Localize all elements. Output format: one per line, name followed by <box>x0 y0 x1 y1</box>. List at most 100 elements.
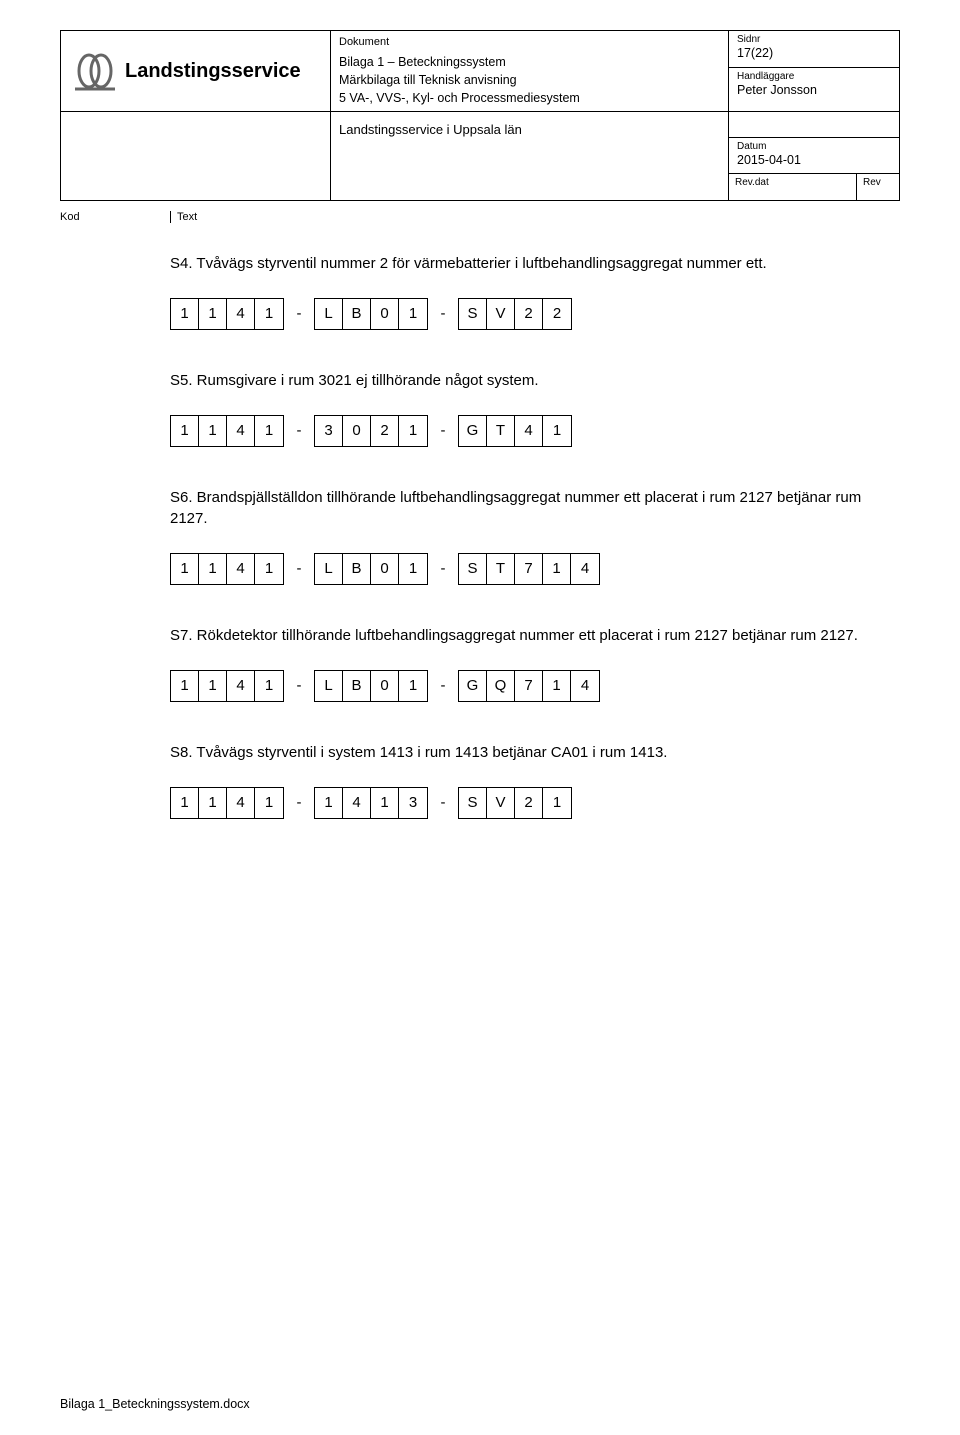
sidnr-cell: Sidnr 17(22) <box>729 31 899 68</box>
code-group: GQ714 <box>458 670 600 702</box>
code-cell: 1 <box>199 671 227 701</box>
code-group: LB01 <box>314 298 428 330</box>
handlaggare-label: Handläggare <box>737 71 891 82</box>
code-cell: B <box>343 671 371 701</box>
code-cell: 2 <box>515 299 543 329</box>
sidnr-value: 17(22) <box>737 45 891 61</box>
code-cell: S <box>459 299 487 329</box>
code-cell: 7 <box>515 554 543 584</box>
kod-text-row: Kod Text <box>60 211 900 223</box>
code-cell: 1 <box>199 416 227 446</box>
code-cell: 1 <box>543 554 571 584</box>
datum-value: 2015-04-01 <box>737 152 891 168</box>
landsting-cell: Landstingsservice i Uppsala län <box>331 112 729 199</box>
code-cell: 4 <box>227 299 255 329</box>
code-cell: 1 <box>171 416 199 446</box>
revdat-cell: Rev.dat <box>729 174 857 200</box>
code-cell: 0 <box>371 671 399 701</box>
code-row: 1141-1413-SV21 <box>170 787 880 819</box>
code-group: 1141 <box>170 415 284 447</box>
code-cell: 0 <box>371 299 399 329</box>
code-row: 1141-3021-GT41 <box>170 415 880 447</box>
code-cell: L <box>315 299 343 329</box>
section: S8. Tvåvägs styrventil i system 1413 i r… <box>170 742 880 819</box>
code-separator: - <box>428 787 458 819</box>
section-text: S7. Rökdetektor tillhörande luftbehandli… <box>170 625 880 646</box>
footer-filename: Bilaga 1_Beteckningssystem.docx <box>60 1397 250 1411</box>
dokument-cell: Dokument Bilaga 1 – Beteckningssystem Mä… <box>331 31 729 111</box>
code-cell: 1 <box>171 554 199 584</box>
rev-cell: Rev <box>857 174 899 200</box>
code-separator: - <box>284 553 314 585</box>
code-cell: Q <box>487 671 515 701</box>
code-group: GT41 <box>458 415 572 447</box>
code-cell: 2 <box>543 299 571 329</box>
landstingsservice-logo-icon <box>71 47 119 95</box>
code-separator: - <box>284 787 314 819</box>
dokument-label: Dokument <box>339 35 720 51</box>
code-cell: 1 <box>255 788 283 818</box>
code-cell: 1 <box>399 671 427 701</box>
handlaggare-cell: Handläggare Peter Jonsson <box>729 68 899 104</box>
code-group: LB01 <box>314 553 428 585</box>
code-cell: V <box>487 788 515 818</box>
code-cell: L <box>315 554 343 584</box>
code-cell: L <box>315 671 343 701</box>
code-cell: 1 <box>399 299 427 329</box>
header-spacer <box>61 112 331 199</box>
code-cell: 1 <box>199 788 227 818</box>
code-cell: 1 <box>171 788 199 818</box>
code-cell: 1 <box>199 299 227 329</box>
code-cell: 1 <box>255 416 283 446</box>
section: S5. Rumsgivare i rum 3021 ej tillhörande… <box>170 370 880 447</box>
section-text: S5. Rumsgivare i rum 3021 ej tillhörande… <box>170 370 880 391</box>
code-cell: V <box>487 299 515 329</box>
code-group: 1141 <box>170 298 284 330</box>
code-cell: 1 <box>315 788 343 818</box>
section-text: S6. Brandspjällställdon tillhörande luft… <box>170 487 880 529</box>
dokument-line: Märkbilaga till Teknisk anvisning <box>339 71 720 89</box>
code-cell: 4 <box>343 788 371 818</box>
code-cell: 0 <box>371 554 399 584</box>
code-separator: - <box>284 670 314 702</box>
code-group: 3021 <box>314 415 428 447</box>
section: S4. Tvåvägs styrventil nummer 2 för värm… <box>170 253 880 330</box>
code-separator: - <box>428 415 458 447</box>
section: S6. Brandspjällställdon tillhörande luft… <box>170 487 880 585</box>
dokument-line: Bilaga 1 – Beteckningssystem <box>339 53 720 71</box>
code-cell: 1 <box>399 554 427 584</box>
code-group: 1141 <box>170 670 284 702</box>
code-cell: 1 <box>543 416 571 446</box>
code-group: 1141 <box>170 553 284 585</box>
sidnr-label: Sidnr <box>737 34 891 45</box>
logo-cell: Landstingsservice <box>61 31 331 111</box>
code-cell: 1 <box>255 671 283 701</box>
code-cell: 1 <box>371 788 399 818</box>
text-label: Text <box>170 211 900 223</box>
code-cell: 1 <box>199 554 227 584</box>
code-cell: 7 <box>515 671 543 701</box>
code-cell: 2 <box>515 788 543 818</box>
code-cell: 1 <box>399 416 427 446</box>
code-cell: 4 <box>515 416 543 446</box>
code-cell: 1 <box>171 671 199 701</box>
code-cell: 1 <box>543 671 571 701</box>
code-cell: 0 <box>343 416 371 446</box>
code-cell: 1 <box>543 788 571 818</box>
code-separator: - <box>428 553 458 585</box>
code-cell: 4 <box>227 554 255 584</box>
section-text: S8. Tvåvägs styrventil i system 1413 i r… <box>170 742 880 763</box>
code-cell: 1 <box>255 554 283 584</box>
section: S7. Rökdetektor tillhörande luftbehandli… <box>170 625 880 702</box>
header-empty-cell <box>729 112 899 138</box>
code-cell: S <box>459 554 487 584</box>
code-row: 1141-LB01-GQ714 <box>170 670 880 702</box>
logo-text: Landstingsservice <box>125 60 301 83</box>
datum-cell: Datum 2015-04-01 <box>729 138 899 173</box>
code-cell: 4 <box>571 554 599 584</box>
document-header: Landstingsservice Dokument Bilaga 1 – Be… <box>60 30 900 201</box>
code-group: 1141 <box>170 787 284 819</box>
code-separator: - <box>284 298 314 330</box>
code-cell: T <box>487 554 515 584</box>
code-group: SV21 <box>458 787 572 819</box>
